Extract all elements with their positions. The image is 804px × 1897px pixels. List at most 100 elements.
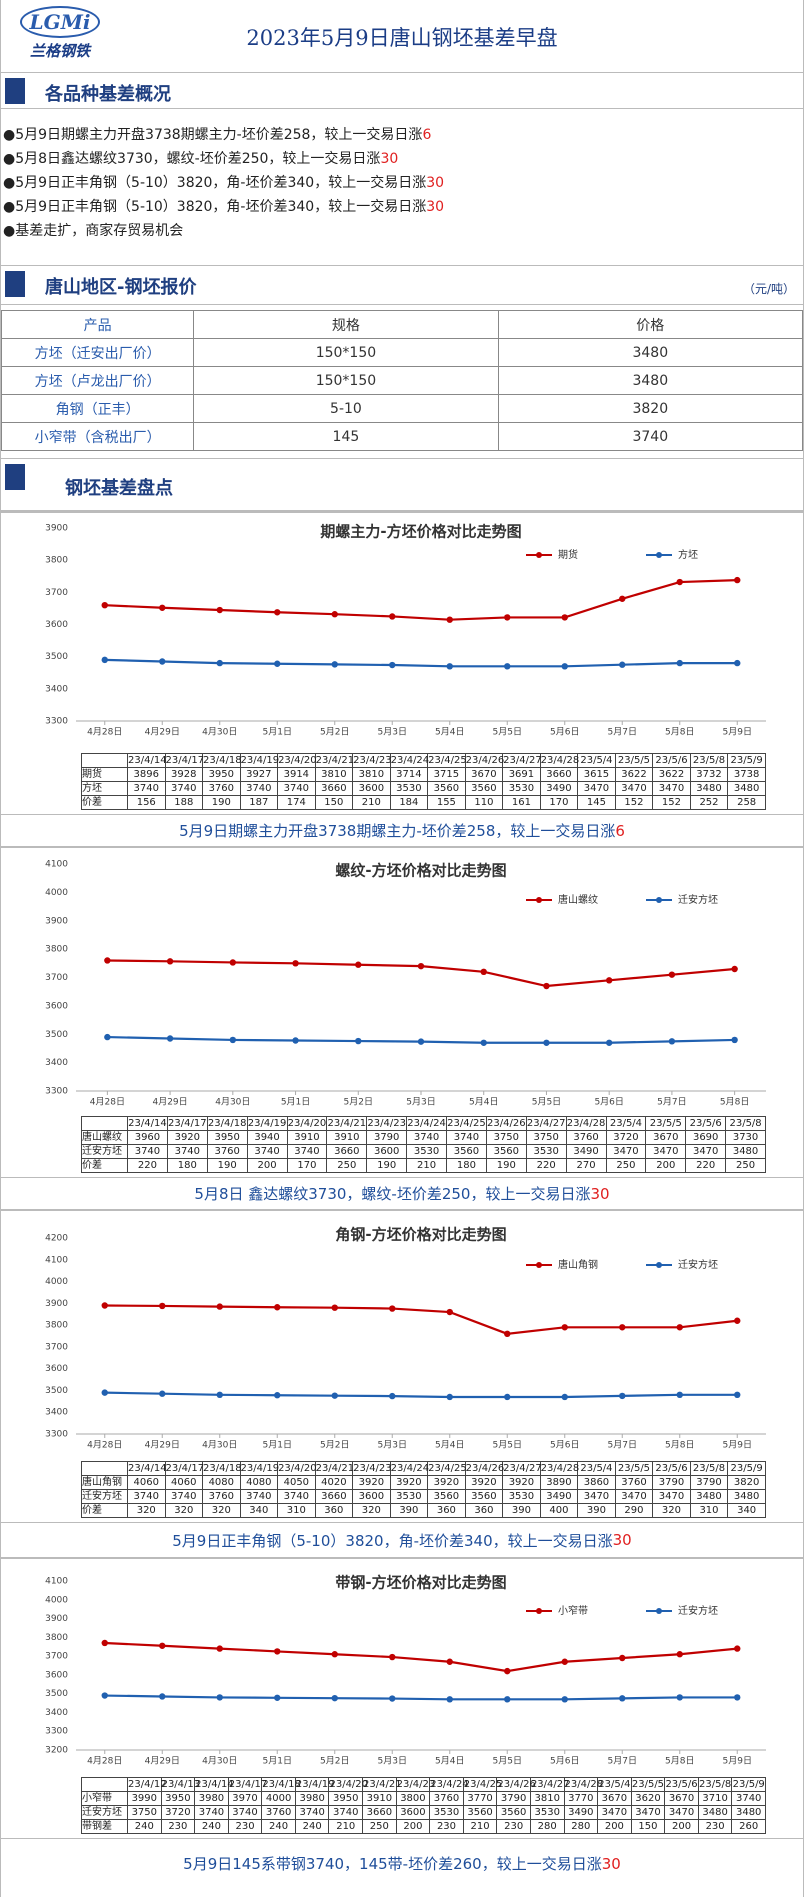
table-cell: 3470 — [664, 1805, 699, 1820]
chart: 螺纹-方坯价格对比走势图 3300 3400 3500 3600 3700 3800 3900… — [45, 860, 766, 1108]
summary-item: 5月9日正丰角钢（5-10）3820，角-坯价差340，较上一交易日涨30 — [1, 195, 803, 219]
point — [104, 1033, 111, 1041]
point — [446, 1308, 453, 1316]
column-header: 23/4/18 — [202, 1461, 242, 1476]
table-cell: 3760 — [261, 1805, 296, 1820]
y-tick-label: 3700 — [45, 973, 68, 983]
table-cell: 3750 — [525, 1130, 567, 1145]
table-cell: 小窄带（含税出厂） — [0, 422, 195, 451]
y-tick-label: 4200 — [45, 1234, 68, 1244]
point — [504, 1696, 511, 1703]
data-table: 23/4/14 23/4/17 23/4/18 23/4/19 23/4/20 23/4/… — [81, 753, 766, 810]
point — [101, 1389, 108, 1396]
column-header: 23/4/17 — [164, 1461, 205, 1476]
point — [216, 1391, 223, 1398]
point — [446, 1696, 453, 1703]
table-cell: 170 — [539, 795, 579, 810]
column-header: 23/5/5 — [614, 753, 654, 768]
section-title: 唐山地区-钢坯报价 — [45, 277, 197, 298]
column-header: 23/4/27 — [525, 1116, 567, 1131]
point — [101, 656, 108, 664]
series-line — [104, 1391, 738, 1399]
table-row: 唐山角钢 4060 4060 4080 4080 4050 4020 3920 3920 3920… — [81, 1475, 766, 1490]
section-title: 各品种基差概况 — [45, 84, 171, 105]
column-header: 23/5/9 — [727, 753, 766, 768]
column-header: 23/5/8 — [725, 1116, 766, 1131]
point — [668, 1038, 676, 1045]
corner-cell — [81, 1777, 128, 1792]
table-cell: 150 — [314, 795, 354, 810]
table-cell: 145 — [193, 422, 499, 451]
table-cell: 3560 — [462, 1805, 498, 1820]
row-name: 迁安方坯 — [81, 1144, 128, 1159]
column-header: 23/4/14 — [127, 1461, 167, 1476]
point — [101, 602, 108, 609]
column-header: 23/5/4 — [605, 1116, 647, 1131]
table-cell: 3480 — [731, 1805, 766, 1820]
table-cell: 3960 — [127, 1130, 168, 1145]
x-tick-label: 4月28日 — [87, 727, 122, 738]
logo-name: 兰格钢铁 — [29, 42, 90, 60]
table-cell: 3760 — [202, 781, 241, 796]
x-tick-label: 5月1日 — [281, 1097, 310, 1108]
table-cell: 3770 — [462, 1791, 498, 1806]
table-cell: 3740 — [164, 1489, 204, 1504]
x-tick-label: 5月6日 — [550, 1756, 579, 1767]
column-header: 23/4/21 — [314, 1461, 355, 1476]
table-cell: 3740 — [194, 1805, 229, 1820]
table-cell: 3740 — [246, 1144, 288, 1159]
table-cell: 3720 — [605, 1130, 647, 1145]
x-tick-label: 5月3日 — [378, 1756, 407, 1767]
legend-label: 期货 — [558, 548, 578, 561]
header-cell: 产品 — [0, 310, 195, 339]
table-cell: 3790 — [496, 1791, 531, 1806]
table-cell: 145 — [577, 795, 616, 810]
chart: 角钢-方坯价格对比走势图 3300 3400 3500 3600 3700 3800 3900… — [45, 1226, 766, 1451]
table-cell: 3760 — [206, 1144, 248, 1159]
table-cell: 180 — [166, 1158, 208, 1173]
table-cell: 360 — [314, 1503, 354, 1518]
point — [166, 958, 174, 965]
table-cell: 174 — [277, 795, 316, 810]
table-cell: 3530 — [389, 781, 429, 796]
table-cell: 390 — [502, 1503, 541, 1518]
table-cell: 310 — [689, 1503, 729, 1518]
table-cell: 190 — [206, 1158, 248, 1173]
point — [216, 1694, 223, 1701]
legend-dot — [656, 1262, 662, 1268]
x-tick-label: 5月9日 — [723, 1440, 752, 1451]
column-header: 23/4/20 — [286, 1116, 328, 1131]
table-cell: 400 — [539, 1503, 579, 1518]
point — [101, 1639, 108, 1647]
caption-change: 6 — [615, 821, 625, 840]
table-cell: 3480 — [689, 781, 729, 796]
table-cell: 3740 — [277, 781, 316, 796]
section-title: 钢坯基差盘点 — [65, 478, 173, 499]
table-cell: 200 — [597, 1819, 632, 1834]
series-line — [104, 1304, 738, 1335]
column-header: 23/4/17 — [166, 1116, 208, 1131]
table-cell: 150 — [630, 1819, 666, 1834]
table-cell: 3950 — [206, 1130, 248, 1145]
table-cell: 3670 — [664, 1791, 699, 1806]
table-cell: 4060 — [127, 1475, 166, 1490]
chart-block: 带钢-方坯价格对比走势图 3200 3300 3400 3500 3600 3700 3800… — [1, 1557, 803, 1888]
x-tick-label: 5月2日 — [344, 1097, 373, 1108]
x-tick-label: 5月3日 — [406, 1097, 435, 1108]
table-cell: 240 — [194, 1819, 229, 1834]
legend-label: 唐山角钢 — [558, 1258, 598, 1271]
table-cell: 方坯（迁安出厂价） — [0, 338, 195, 367]
legend-label: 方坯 — [678, 548, 698, 561]
table-cell: 200 — [246, 1158, 288, 1173]
point — [561, 1658, 568, 1665]
row-name: 迁安方坯 — [81, 1805, 128, 1820]
table-cell: 3560 — [446, 1144, 487, 1159]
caption: 5月9日正丰角钢（5-10）3820，角-坯价差340，较上一交易日涨 30 — [1, 1522, 803, 1557]
column-header: 23/5/4 — [577, 753, 616, 768]
point — [389, 1392, 396, 1400]
column-header: 23/4/26 — [464, 753, 505, 768]
column-header: 23/5/5 — [630, 1777, 666, 1792]
summary-change: 30 — [380, 151, 399, 167]
column-header: 23/4/24 — [429, 1777, 469, 1792]
x-tick-label: 5月8日 — [720, 1097, 749, 1108]
